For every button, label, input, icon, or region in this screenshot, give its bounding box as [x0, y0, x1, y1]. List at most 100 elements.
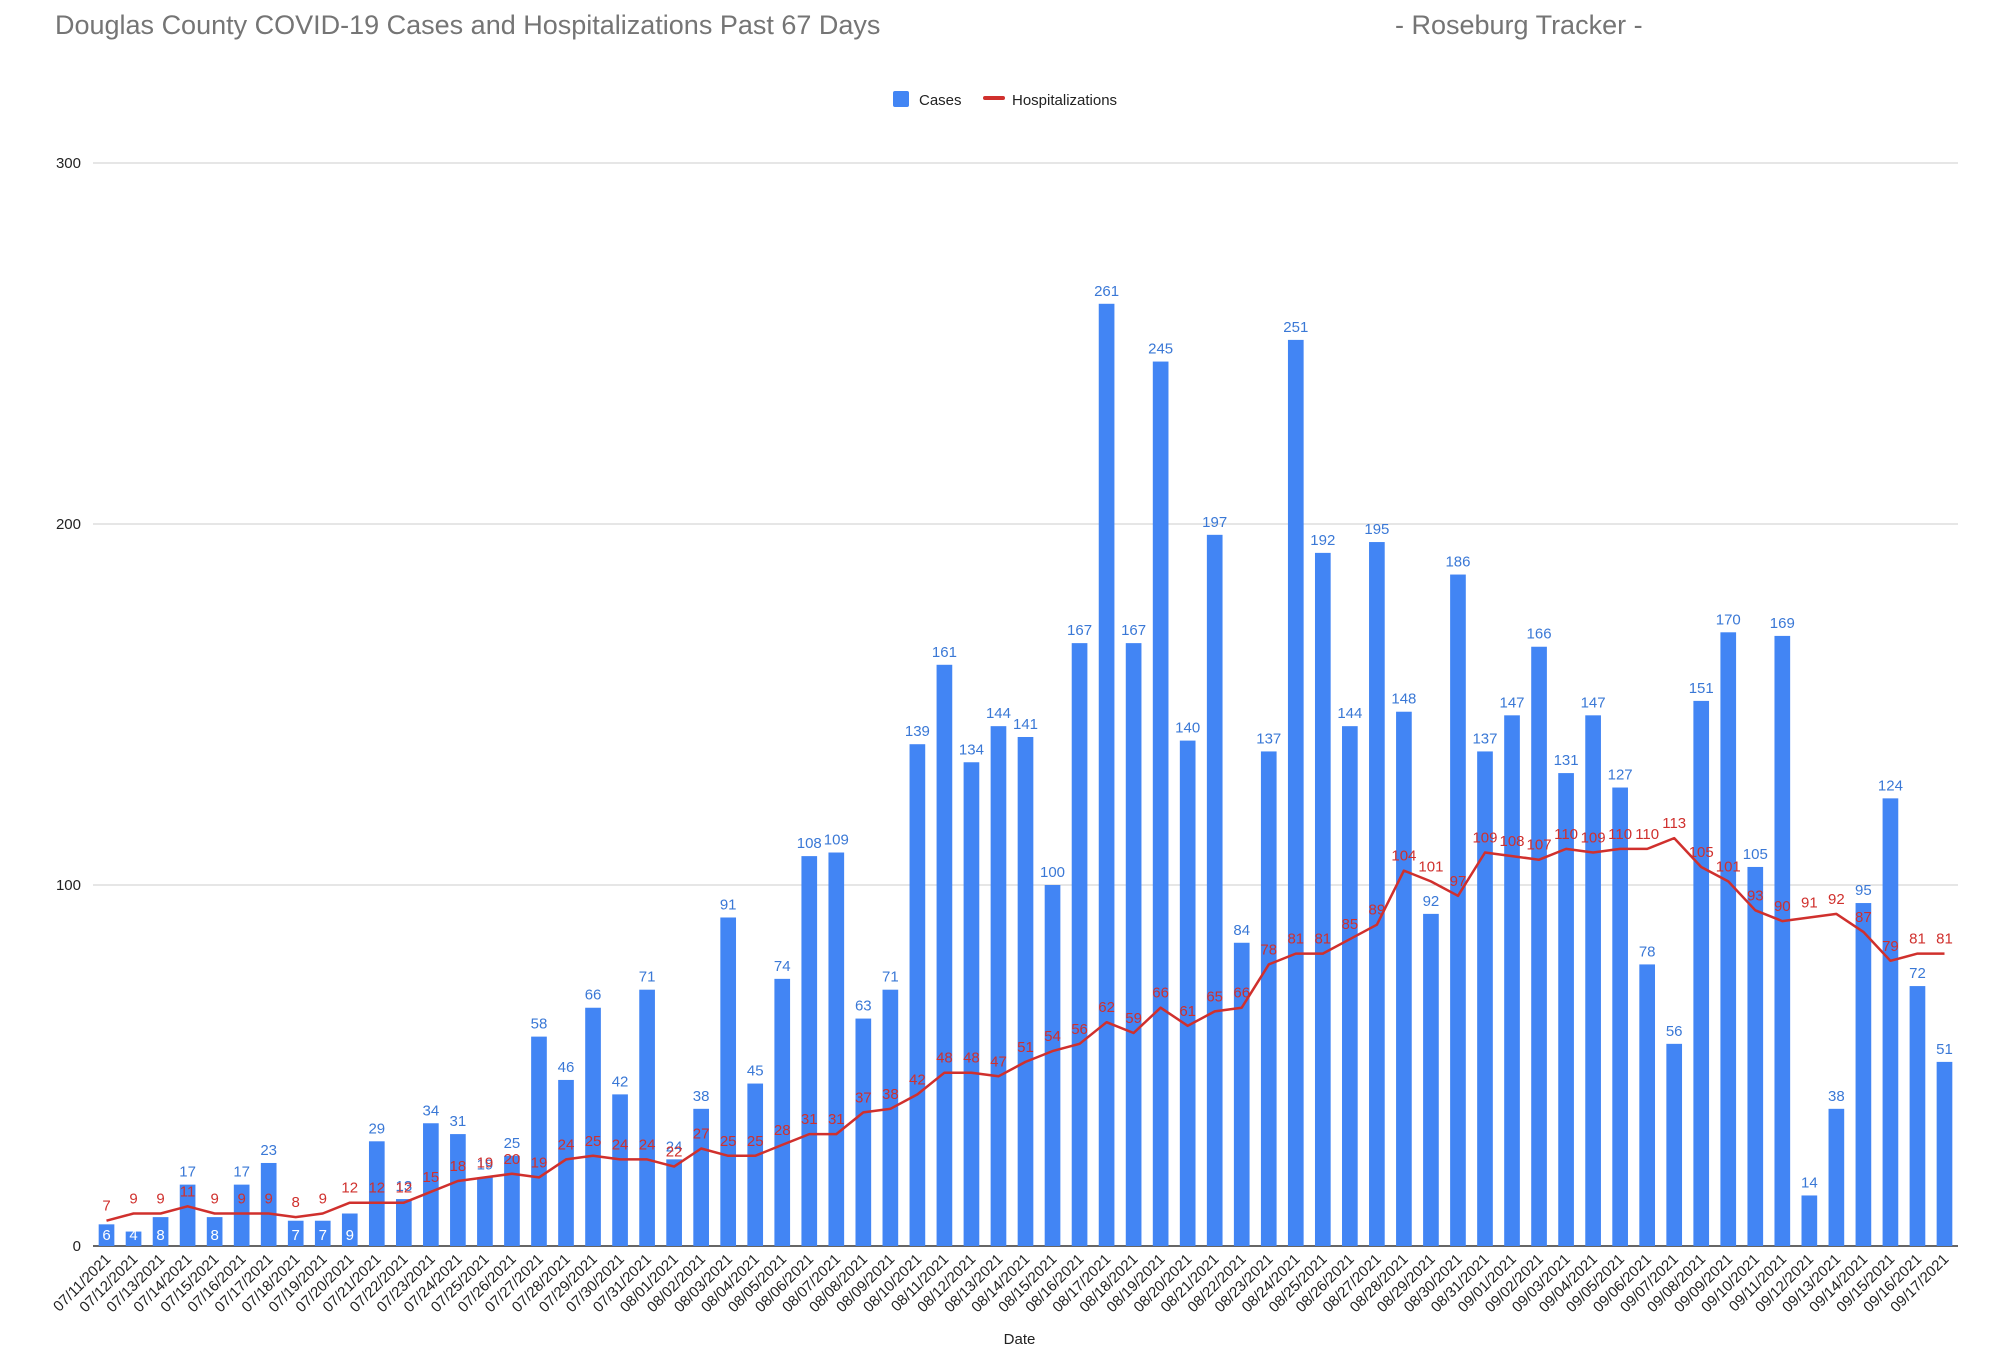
- data-label-hospitalizations: 47: [990, 1053, 1007, 1070]
- data-label-hospitalizations: 37: [855, 1089, 872, 1106]
- bar-cases: [423, 1123, 439, 1246]
- data-label-hospitalizations: 8: [292, 1194, 300, 1211]
- data-label-cases: 71: [639, 969, 656, 986]
- data-label-cases: 7: [319, 1227, 327, 1244]
- bar-cases: [233, 1184, 250, 1246]
- bar-cases: [152, 1217, 169, 1246]
- data-label-cases: 45: [747, 1063, 764, 1080]
- data-label-hospitalizations: 61: [1179, 1003, 1196, 1020]
- bar-cases: [801, 856, 818, 1246]
- line-hospitalizations: [106, 836, 1945, 1222]
- data-label-cases: 105: [1743, 846, 1768, 863]
- data-label-hospitalizations: 25: [747, 1133, 764, 1150]
- bar-cases: [909, 744, 926, 1246]
- data-label-hospitalizations: 25: [720, 1133, 737, 1150]
- bar-cases: [1531, 646, 1547, 1246]
- data-label-hospitalizations: 85: [1342, 916, 1359, 933]
- data-label-hospitalizations: 109: [1581, 830, 1606, 847]
- data-label-hospitalizations: 81: [1287, 931, 1304, 948]
- data-label-cases: 169: [1770, 615, 1795, 632]
- data-label-hospitalizations: 18: [450, 1158, 467, 1175]
- data-label-hospitalizations: 66: [1233, 985, 1250, 1002]
- data-label-cases: 251: [1283, 319, 1308, 336]
- bar-cases: [1855, 903, 1872, 1246]
- chart-title: Douglas County COVID-19 Cases and Hospit…: [55, 10, 881, 40]
- bar-cases: [1125, 643, 1142, 1246]
- bar-cases: [1828, 1108, 1845, 1246]
- bar-cases: [639, 989, 655, 1246]
- data-label-cases: 71: [882, 969, 899, 986]
- data-label-hospitalizations: 65: [1206, 988, 1223, 1005]
- data-label-cases: 151: [1689, 680, 1714, 697]
- bar-cases: [963, 762, 980, 1246]
- bar-cases: [855, 1018, 872, 1246]
- data-label-cases: 31: [450, 1113, 467, 1130]
- bar-cases: [206, 1217, 223, 1246]
- data-label-hospitalizations: 11: [180, 1183, 196, 1200]
- data-label-cases: 72: [1909, 965, 1926, 982]
- data-label-cases: 127: [1608, 767, 1633, 784]
- bar-cases: [1369, 542, 1385, 1246]
- bar-cases: [747, 1083, 764, 1246]
- bar-cases: [1666, 1043, 1683, 1246]
- data-label-cases: 167: [1067, 622, 1092, 639]
- bar-cases: [936, 664, 953, 1246]
- data-label-hospitalizations: 91: [1801, 894, 1818, 911]
- x-axis-title: Date: [1004, 1331, 1036, 1348]
- data-label-hospitalizations: 12: [341, 1180, 358, 1197]
- data-label-hospitalizations: 101: [1716, 858, 1741, 875]
- y-tick-label: 300: [56, 155, 81, 172]
- bar-cases: [531, 1036, 547, 1246]
- data-label-hospitalizations: 19: [477, 1154, 494, 1171]
- data-label-hospitalizations: 87: [1855, 909, 1872, 926]
- bar-cases: [558, 1079, 574, 1246]
- data-label-cases: 166: [1527, 626, 1552, 643]
- data-label-cases: 25: [504, 1135, 521, 1152]
- data-label-hospitalizations: 109: [1472, 830, 1497, 847]
- bar-cases: [1558, 773, 1574, 1246]
- data-label-hospitalizations: 27: [693, 1126, 710, 1143]
- data-label-cases: 56: [1666, 1023, 1683, 1040]
- bar-cases: [990, 726, 1007, 1246]
- bar-cases: [1585, 715, 1601, 1246]
- data-label-cases: 137: [1256, 730, 1281, 747]
- data-label-cases: 141: [1013, 716, 1038, 733]
- data-label-hospitalizations: 19: [531, 1154, 548, 1171]
- data-label-cases: 8: [210, 1227, 218, 1244]
- data-label-hospitalizations: 81: [1909, 931, 1926, 948]
- data-label-hospitalizations: 97: [1450, 873, 1467, 890]
- bar-cases: [612, 1094, 628, 1246]
- bar-cases: [1882, 798, 1899, 1246]
- bar-cases: [1774, 635, 1791, 1246]
- data-label-cases: 13: [395, 1178, 412, 1195]
- bar-cases: [260, 1162, 277, 1246]
- data-label-cases: 139: [905, 723, 930, 740]
- bar-cases: [287, 1220, 304, 1246]
- y-tick-label: 200: [56, 516, 81, 533]
- bar-cases: [504, 1155, 520, 1246]
- data-label-cases: 167: [1121, 622, 1146, 639]
- data-label-cases: 109: [824, 832, 849, 849]
- data-label-hospitalizations: 104: [1391, 848, 1416, 865]
- bar-cases: [1179, 740, 1196, 1246]
- bar-cases: [1639, 964, 1656, 1246]
- data-label-cases: 147: [1581, 694, 1606, 711]
- data-label-hospitalizations: 25: [585, 1133, 602, 1150]
- legend-label-cases: Cases: [919, 92, 962, 109]
- data-label-hospitalizations: 113: [1662, 815, 1686, 832]
- bar-cases: [1044, 885, 1061, 1246]
- data-label-hospitalizations: 24: [558, 1136, 575, 1153]
- bar-cases: [1342, 726, 1358, 1246]
- data-label-cases: 6: [102, 1227, 110, 1244]
- bar-cases: [1504, 715, 1520, 1246]
- bar-cases: [1747, 866, 1764, 1246]
- y-tick-label: 100: [56, 877, 81, 894]
- bar-cases: [395, 1199, 412, 1246]
- data-label-cases: 131: [1554, 752, 1579, 769]
- bar-cases: [179, 1184, 196, 1246]
- data-label-cases: 91: [720, 896, 737, 913]
- bar-cases: [368, 1141, 385, 1246]
- data-label-cases: 29: [368, 1120, 385, 1137]
- data-label-hospitalizations: 9: [129, 1191, 137, 1208]
- data-label-cases: 58: [531, 1016, 548, 1033]
